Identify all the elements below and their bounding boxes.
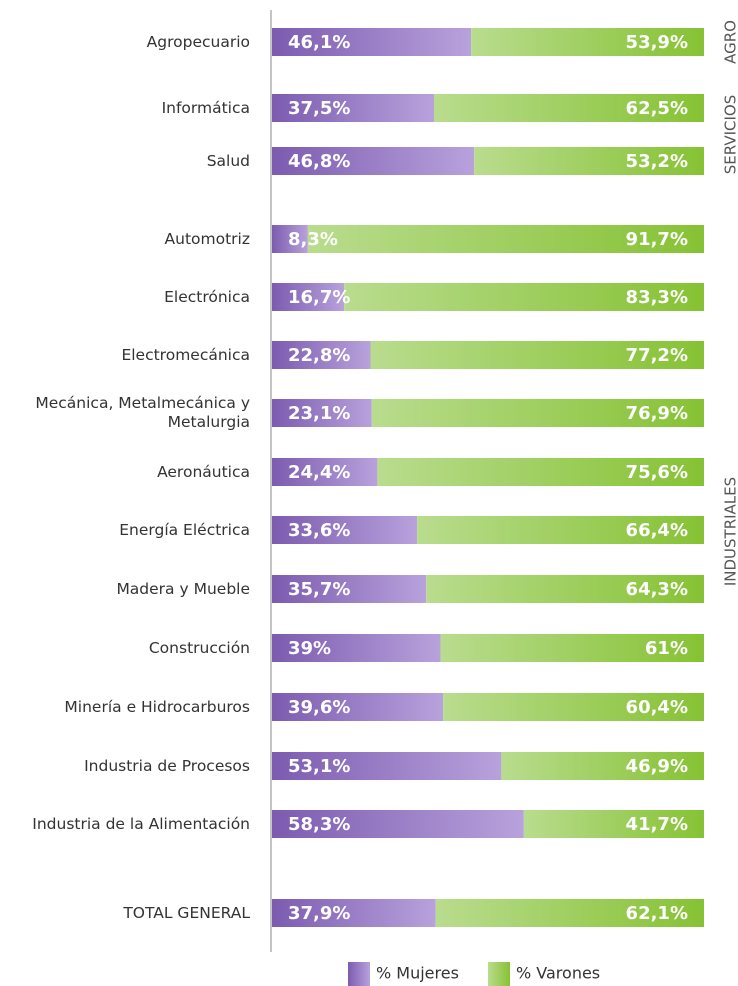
bar-segment — [272, 399, 372, 427]
bar-segment — [272, 28, 472, 56]
value-label: 75,6% — [626, 462, 688, 483]
bar-segment — [344, 283, 704, 311]
value-label: 53,2% — [626, 151, 688, 172]
legend-swatch — [488, 962, 510, 986]
bar-segment — [272, 516, 418, 544]
category-label: Madera y Mueble — [116, 579, 250, 598]
value-label: 22,8% — [288, 345, 350, 366]
category-label: Electrónica — [164, 287, 250, 306]
bar-segment — [426, 575, 704, 603]
bar-segment — [523, 810, 704, 838]
value-label: 39,6% — [288, 697, 350, 718]
value-label: 62,1% — [626, 903, 688, 924]
bar-segment — [474, 147, 704, 175]
category-label: Energía Eléctrica — [119, 520, 250, 539]
value-label: 46,9% — [626, 756, 688, 777]
category-label: Construcción — [148, 638, 250, 657]
bar-segment — [272, 810, 524, 838]
bar-segment — [272, 575, 427, 603]
bar-segment — [501, 752, 704, 780]
group-label: INDUSTRIALES — [722, 477, 738, 586]
category-label: Salud — [206, 151, 250, 170]
bar-segment — [307, 225, 704, 253]
bar-segment — [272, 634, 441, 662]
value-label: 37,9% — [288, 903, 350, 924]
category-label: Minería e Hidrocarburos — [64, 697, 250, 716]
category-label: Mecánica, Metalmecánica y Metalurgia — [35, 394, 250, 431]
value-label: 33,6% — [288, 520, 350, 541]
value-label: 58,3% — [288, 814, 350, 835]
value-label: 61% — [645, 638, 688, 659]
legend-label: % Mujeres — [376, 964, 459, 983]
value-label: 53,1% — [288, 756, 350, 777]
bar-segment — [371, 399, 704, 427]
bar-segment — [272, 458, 378, 486]
bar-segment — [443, 693, 704, 721]
value-label: 60,4% — [626, 697, 688, 718]
bar-segment — [370, 341, 704, 369]
legend-swatch — [348, 962, 370, 986]
value-label: 16,7% — [288, 287, 350, 308]
value-label: 24,4% — [288, 462, 350, 483]
category-label: Informática — [161, 98, 250, 117]
value-label: 62,5% — [626, 98, 688, 119]
category-label: TOTAL GENERAL — [123, 903, 250, 922]
bar-segment — [272, 225, 308, 253]
category-label: Automotriz — [164, 229, 250, 248]
value-label: 35,7% — [288, 579, 350, 600]
category-label: Agropecuario — [146, 32, 250, 51]
bar-segment — [272, 147, 475, 175]
value-label: 53,9% — [626, 32, 688, 53]
bar-segment — [272, 283, 345, 311]
bar-segment — [272, 94, 434, 122]
bar-segment — [440, 634, 704, 662]
value-label: 91,7% — [626, 229, 688, 250]
bar-segment — [435, 899, 704, 927]
bar-segment — [272, 341, 371, 369]
category-label: Industria de Procesos — [84, 756, 250, 775]
value-label: 64,3% — [626, 579, 688, 600]
value-label: 37,5% — [288, 98, 350, 119]
bar-segment — [417, 516, 704, 544]
group-label: SERVICIOS — [722, 95, 738, 175]
value-label: 23,1% — [288, 403, 350, 424]
bar-segment — [471, 28, 704, 56]
value-label: 46,8% — [288, 151, 350, 172]
bar-segment — [272, 899, 436, 927]
group-label: AGRO — [722, 20, 738, 64]
value-label: 39% — [288, 638, 331, 659]
bar-segment — [272, 752, 502, 780]
value-label: 77,2% — [626, 345, 688, 366]
category-label: Aeronáutica — [157, 462, 250, 481]
value-label: 46,1% — [288, 32, 350, 53]
value-label: 66,4% — [626, 520, 688, 541]
value-label: 83,3% — [626, 287, 688, 308]
value-label: 76,9% — [626, 403, 688, 424]
bar-segment — [377, 458, 704, 486]
legend-label: % Varones — [516, 964, 600, 983]
bar-segment — [272, 693, 444, 721]
value-label: 8,3% — [288, 229, 338, 250]
bar-segment — [434, 94, 704, 122]
value-label: 41,7% — [626, 814, 688, 835]
category-label: Electromecánica — [121, 345, 250, 364]
category-label: Industria de la Alimentación — [32, 814, 250, 833]
